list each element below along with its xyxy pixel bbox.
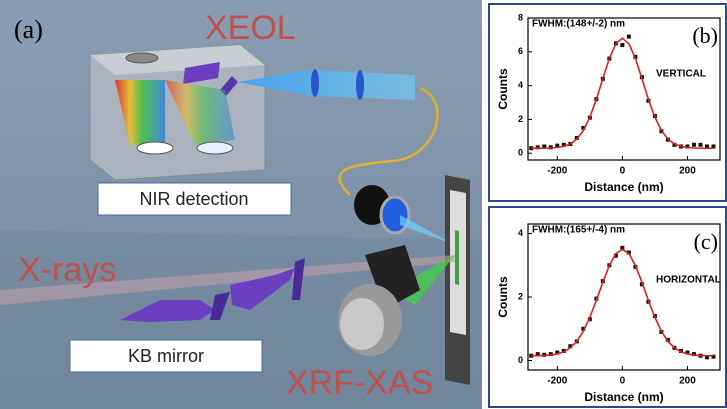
x-tick-label: 200 — [679, 376, 696, 387]
y-tick-label: 6 — [518, 46, 523, 56]
x-axis-label: Distance (nm) — [584, 180, 663, 194]
x-tick-label: -200 — [547, 166, 567, 177]
x-tick-label: 0 — [620, 166, 626, 177]
annotation: HORIZONTAL — [656, 275, 721, 286]
annotation: FWHM:(148+/-2) nm — [532, 19, 625, 30]
annotation: VERTICAL — [656, 69, 706, 80]
y-tick-label: 0 — [518, 355, 523, 365]
panel-label: (b) — [692, 23, 718, 48]
annotation: FWHM:(165+/-4) nm — [532, 225, 625, 236]
optics-label: KB mirror — [128, 346, 204, 366]
y-tick-label: 2 — [518, 291, 523, 301]
data-point — [620, 43, 624, 47]
panel-label: (c) — [694, 229, 718, 254]
y-tick-label: 4 — [518, 228, 523, 238]
y-axis-label: Counts — [496, 276, 510, 318]
page: (a) XEOL NIR detection X-rays KB mirror … — [0, 0, 727, 409]
lens — [356, 70, 364, 100]
y-tick-label: 8 — [518, 12, 523, 22]
x-tick-label: 200 — [679, 166, 696, 177]
spectrometer — [90, 45, 265, 180]
beam-label: X-rays — [18, 251, 116, 289]
title-label: XEOL — [205, 9, 296, 47]
data-point — [692, 143, 696, 147]
x-tick-label: 0 — [620, 376, 626, 387]
y-tick-label: 2 — [518, 114, 523, 124]
sample — [445, 175, 470, 385]
data-point — [627, 35, 631, 39]
lens — [311, 69, 319, 97]
technique-label: XRF-XAS — [286, 364, 433, 402]
figure: (a) XEOL NIR detection X-rays KB mirror … — [0, 0, 727, 409]
detection-label: NIR detection — [139, 189, 248, 209]
panel-label: (a) — [14, 15, 43, 44]
x-axis-label: Distance (nm) — [584, 390, 663, 404]
y-axis-label: Counts — [496, 68, 510, 110]
data-point — [698, 143, 702, 147]
x-tick-label: -200 — [547, 376, 567, 387]
y-tick-label: 0 — [518, 148, 523, 158]
y-tick-label: 4 — [518, 80, 523, 90]
